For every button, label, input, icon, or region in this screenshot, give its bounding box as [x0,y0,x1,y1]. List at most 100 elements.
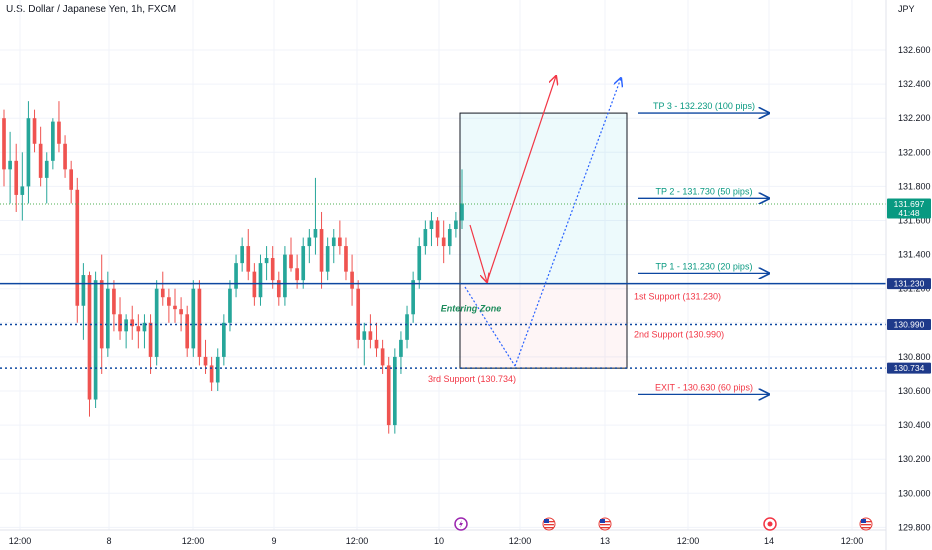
x-tick-label: 12:00 [9,536,32,546]
candle-body [380,348,385,366]
flag-canton [544,519,549,523]
candle-body [454,220,458,230]
candle-body [276,280,281,298]
support1-price-text: 131.230 [894,279,925,289]
candle-body [51,121,55,161]
candle-body [2,118,6,170]
x-tick-label: 8 [106,536,111,546]
profit-zone-box [459,112,628,285]
y-tick-label: 130.600 [898,386,931,396]
candle-body [417,246,422,281]
candle-body [75,189,80,306]
candle-body [386,365,391,426]
entering-zone-label: Entering Zone [441,304,502,314]
y-tick-label: 132.000 [898,147,931,157]
entry-zone-box [459,283,628,369]
x-tick-label: 9 [271,536,276,546]
y-tick-label: 130.200 [898,454,931,464]
support1-price-tag [887,278,931,290]
x-tick-label: 12:00 [841,536,864,546]
x-tick-label: 12:00 [182,536,205,546]
candle-body [368,331,373,340]
candle-body [38,143,43,178]
us-flag-icon[interactable] [598,517,612,531]
candle-body [99,280,104,349]
tp2-label: TP 2 - 131.730 (50 pips) [656,186,753,196]
price-axis[interactable]: JPY 132.600 132.400 132.200 132.000 131.800 1… [885,0,931,550]
lightning-bolt [459,520,463,528]
candle-body [258,263,263,298]
candle-body [63,143,67,170]
candle-body [441,237,446,247]
candle-body [154,288,159,357]
candle-body [14,160,19,195]
chart-title: U.S. Dollar / Japanese Yen, 1h, FXCM [6,4,177,15]
candle-body [118,314,122,332]
candle-body [252,271,257,298]
down-arrow [469,224,487,282]
y-tick-label: 131.600 [898,216,931,226]
candle-body [44,160,49,178]
dotted-up-arrow [514,78,621,367]
candle-body [215,356,220,383]
x-tick-label: 14 [764,536,774,546]
candle-body [246,246,251,272]
candle-body [362,331,367,340]
flag-stripe [861,524,871,526]
trade-drawings: TP 3 - 132.230 (100 pips) TP 2 - 131.730 … [428,76,769,394]
candle-body [289,254,293,269]
candle-body [264,258,269,264]
last-price-countdown: 41:48 [898,208,920,218]
candle-body [93,280,98,400]
economic-events[interactable] [454,517,873,531]
trade-zones [459,112,628,369]
candle-body [405,314,409,340]
y-tick-label: 132.600 [898,45,931,55]
time-axis[interactable]: 12:00 8 12:00 9 12:00 10 12:00 13 12:00 14 12:00 [0,529,886,546]
candle-body [160,288,165,298]
candle-body [105,288,110,349]
candle-body [307,237,312,247]
flag-canton [600,519,605,523]
x-tick-label: 10 [434,536,444,546]
candle-body [8,160,12,170]
candle-body [148,322,153,357]
flag-stripe [861,527,871,529]
candle-body [191,288,196,349]
lightning-event-icon[interactable] [454,517,468,531]
support3-price-tag [887,362,931,374]
candle-body [460,203,464,221]
candle-body [283,254,287,298]
candle-body [20,186,25,195]
y-tick-label: 131.400 [898,250,931,260]
us-flag-icon[interactable] [859,517,873,531]
record-event-icon[interactable] [763,517,777,531]
y-tick-label: 131.800 [898,181,931,191]
dotted-down-line [464,286,516,367]
candle-body [228,288,232,323]
flag-stripe [600,527,610,529]
candle-body [331,237,336,247]
y-tick-label: 132.400 [898,79,931,89]
candle-body [222,322,226,357]
candle-body [338,237,342,247]
candle-body [270,258,275,281]
candle-body [411,280,415,315]
candle-body [209,365,214,383]
candle-body [69,169,74,190]
support2-price-tag [887,319,931,331]
candle-body [447,229,452,247]
candle-body [356,288,361,340]
us-flag-icon[interactable] [542,517,556,531]
candle-body [344,246,348,272]
flag-stripe [600,524,610,526]
y-tick-label: 130.400 [898,420,931,430]
candlestick-series [2,101,464,434]
support1-label: 1st Support (131.230) [634,292,721,302]
horizontal-levels [0,203,886,369]
candle-body [313,229,318,238]
candle-body [240,246,244,264]
candle-body [197,288,202,357]
